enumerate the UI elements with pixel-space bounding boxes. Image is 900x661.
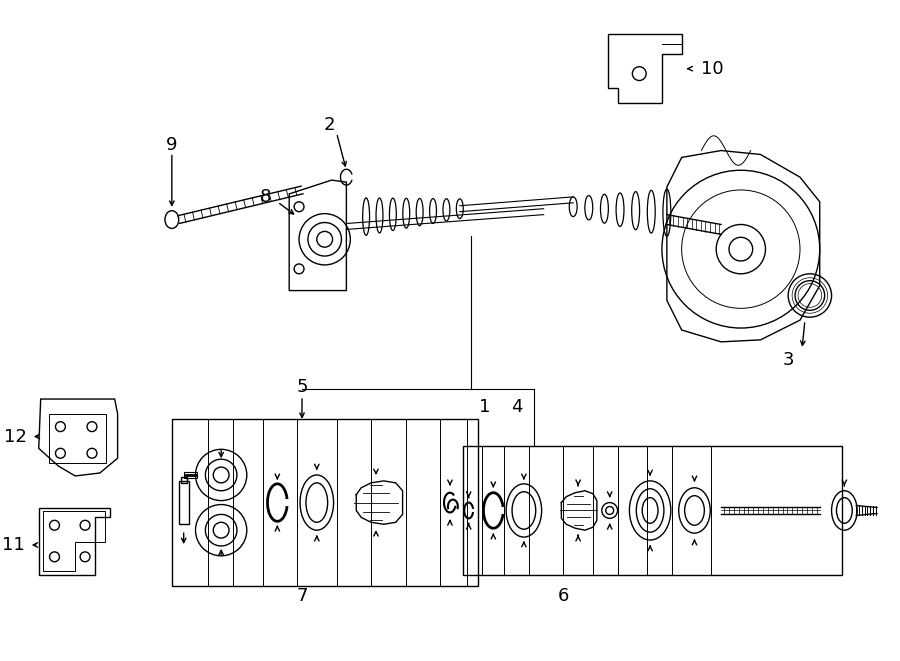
Text: 10: 10: [701, 59, 724, 78]
Bar: [181, 477, 186, 483]
Bar: [184, 472, 197, 478]
Text: 2: 2: [324, 116, 336, 134]
Text: 9: 9: [166, 136, 177, 153]
Text: 7: 7: [296, 587, 308, 605]
Text: 11: 11: [2, 536, 25, 554]
Text: 8: 8: [260, 188, 271, 206]
Bar: [49, 414, 106, 463]
Bar: [463, 446, 842, 574]
Text: 6: 6: [558, 587, 569, 605]
Bar: [179, 481, 189, 524]
Bar: [172, 419, 478, 586]
Text: 3: 3: [782, 350, 794, 369]
Text: 1: 1: [479, 398, 490, 416]
Text: 4: 4: [511, 398, 523, 416]
Text: 12: 12: [4, 428, 27, 446]
Text: 5: 5: [296, 378, 308, 396]
